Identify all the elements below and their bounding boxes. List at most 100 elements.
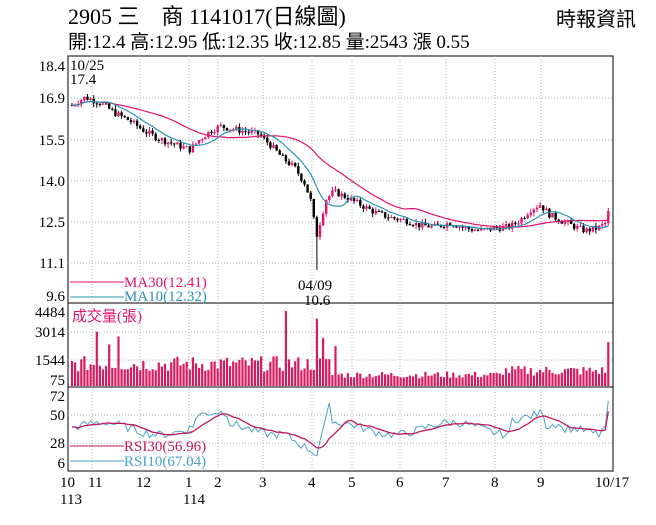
candle-body — [235, 126, 238, 130]
candle-body — [480, 228, 483, 231]
candle-body — [436, 223, 439, 225]
volume-bar — [170, 362, 173, 386]
candle-body — [591, 226, 594, 232]
volume-bar — [98, 365, 101, 386]
volume-bar — [529, 368, 532, 386]
candle-body — [132, 120, 136, 123]
volume-bar — [266, 370, 269, 386]
volume-bar — [542, 372, 545, 386]
candle-body — [523, 218, 526, 220]
volume-bar — [532, 375, 535, 386]
candle-body — [383, 212, 387, 218]
volume-bar — [95, 331, 98, 386]
candle-body — [321, 213, 325, 226]
volume-bar — [322, 338, 325, 386]
ohlc-summary: 開:12.4 高:12.95 低:12.35 收:12.85 量:2543 漲 … — [68, 32, 470, 53]
candle-body — [290, 162, 294, 165]
candle-body — [545, 208, 548, 211]
volume-bar — [501, 374, 504, 386]
volume-bar — [579, 374, 582, 386]
volume-bar — [526, 373, 529, 386]
volume-bar — [607, 342, 610, 386]
candle-body — [405, 218, 408, 225]
volume-bar — [483, 374, 486, 386]
volume-bar — [517, 365, 520, 386]
volume-bar — [300, 370, 303, 386]
candle-body — [557, 219, 560, 223]
volume-bar — [281, 370, 284, 386]
volume-bar — [89, 364, 92, 386]
volume-bar — [207, 369, 210, 386]
ma30-line — [71, 100, 609, 228]
candle-body — [284, 155, 288, 162]
x-year-label: 113 — [60, 492, 82, 508]
candle-body — [188, 146, 191, 153]
candle-body — [517, 223, 520, 225]
volume-bar — [238, 359, 241, 386]
candle-body — [98, 103, 102, 105]
volume-bar — [362, 378, 365, 386]
volume-bar — [601, 367, 604, 386]
candle-body — [442, 226, 446, 228]
candle-body — [117, 112, 120, 117]
volume-bar — [588, 367, 591, 386]
volume-bar — [105, 366, 108, 386]
candle-body — [532, 209, 536, 213]
candle-body — [529, 212, 532, 215]
candle-body — [467, 227, 470, 229]
candle-body — [213, 132, 216, 134]
candle-body — [197, 140, 201, 144]
candle-body — [160, 138, 164, 141]
volume-bar — [241, 357, 244, 386]
candle-body — [569, 220, 573, 224]
x-year-label: 114 — [183, 492, 205, 508]
candle-body — [166, 142, 170, 145]
candle-body — [306, 184, 309, 193]
candle-body — [191, 144, 195, 153]
candle-body — [216, 125, 219, 133]
candle-body — [120, 112, 123, 116]
volume-bar — [551, 372, 554, 386]
x-tick-label: 6 — [396, 475, 404, 491]
volume-bar — [520, 368, 523, 386]
price-y-tick-label: 18.4 — [39, 59, 66, 75]
x-tick-label: 2 — [214, 475, 222, 491]
volume-bar — [554, 374, 557, 386]
volume-bar — [318, 358, 322, 386]
volume-bar — [145, 368, 148, 386]
volume-bar — [390, 373, 393, 386]
candle-body — [95, 103, 98, 105]
candle-body — [449, 223, 452, 226]
volume-bar — [560, 372, 563, 386]
ma10-line — [71, 100, 609, 230]
volume-bar — [585, 370, 588, 386]
candle-body — [207, 131, 210, 138]
rsi30-line — [71, 411, 609, 449]
rsi10-legend-label: RSI10(67.04) — [124, 454, 206, 470]
volume-bar — [498, 373, 501, 386]
volume-bar — [365, 376, 368, 386]
candle-body — [594, 226, 598, 230]
volume-bar — [433, 373, 436, 386]
candle-body — [272, 145, 275, 148]
candle-body — [173, 143, 176, 145]
x-tick-label: 3 — [259, 475, 267, 491]
volume-bar — [176, 356, 179, 386]
volume-bar — [377, 375, 380, 386]
candle-body — [318, 225, 322, 237]
volume-bar — [334, 346, 337, 386]
candle-body — [80, 100, 83, 105]
volume-bar — [287, 359, 291, 386]
x-tick-label: 10 — [60, 475, 75, 491]
candle-body — [380, 211, 384, 213]
volume-bar — [396, 376, 399, 386]
candle-body — [573, 223, 576, 229]
candle-body — [563, 221, 567, 224]
volume-bar — [387, 374, 390, 386]
volume-bar — [480, 376, 483, 386]
candle-body — [83, 96, 86, 101]
candle-body — [554, 213, 557, 220]
volume-bar — [573, 368, 576, 386]
price-y-tick-label: 15.5 — [39, 133, 65, 149]
